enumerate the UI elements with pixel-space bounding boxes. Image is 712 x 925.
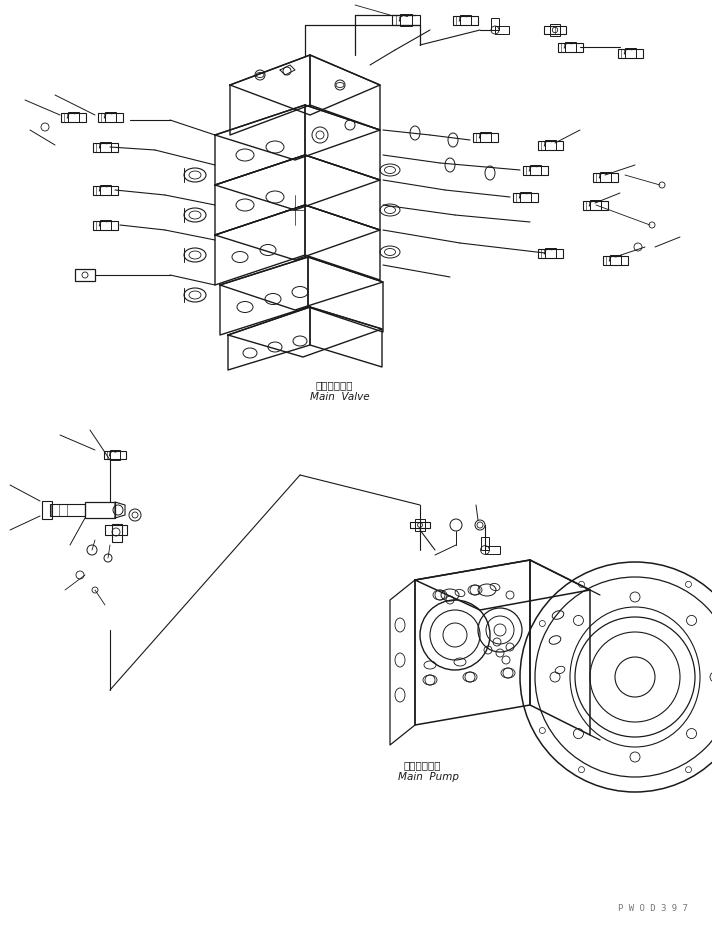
Bar: [93, 186, 118, 194]
Text: メインバルブ: メインバルブ: [315, 380, 352, 390]
Text: メインポンプ: メインポンプ: [403, 760, 441, 770]
Bar: [618, 48, 643, 57]
Bar: [61, 113, 86, 121]
Bar: [98, 113, 123, 121]
Bar: [530, 165, 541, 176]
Text: Main  Valve: Main Valve: [310, 392, 370, 402]
Bar: [625, 47, 636, 58]
Bar: [538, 141, 563, 150]
Bar: [392, 15, 420, 25]
Bar: [545, 140, 556, 151]
Bar: [495, 26, 509, 34]
Bar: [460, 15, 471, 25]
Bar: [93, 220, 118, 229]
Text: P W O D 3 9 7: P W O D 3 9 7: [618, 904, 688, 913]
Bar: [583, 201, 608, 209]
Bar: [105, 112, 116, 122]
Bar: [610, 254, 621, 265]
Bar: [68, 112, 79, 122]
Bar: [100, 219, 111, 230]
Bar: [550, 24, 560, 36]
Bar: [481, 536, 489, 550]
Bar: [544, 27, 566, 33]
Bar: [593, 172, 618, 181]
Bar: [93, 142, 118, 152]
Bar: [85, 502, 115, 518]
Bar: [590, 200, 601, 210]
Bar: [415, 520, 425, 531]
Bar: [513, 192, 538, 202]
Bar: [538, 249, 563, 257]
Bar: [523, 166, 548, 175]
Bar: [110, 450, 120, 460]
Bar: [603, 255, 628, 265]
Bar: [545, 248, 556, 258]
Bar: [473, 132, 498, 142]
Bar: [75, 269, 95, 281]
Bar: [600, 172, 611, 182]
Bar: [100, 185, 111, 195]
Bar: [400, 14, 412, 26]
Bar: [100, 142, 111, 153]
Text: Main  Pump: Main Pump: [398, 772, 459, 782]
Bar: [520, 191, 531, 203]
Bar: [485, 546, 501, 554]
Bar: [104, 451, 126, 459]
Bar: [42, 501, 52, 519]
Bar: [50, 504, 85, 516]
Bar: [557, 43, 583, 52]
Bar: [565, 42, 576, 53]
Bar: [480, 131, 491, 142]
Bar: [453, 16, 478, 24]
Bar: [491, 18, 499, 30]
Bar: [410, 522, 429, 528]
Bar: [112, 524, 122, 542]
Bar: [105, 525, 127, 535]
